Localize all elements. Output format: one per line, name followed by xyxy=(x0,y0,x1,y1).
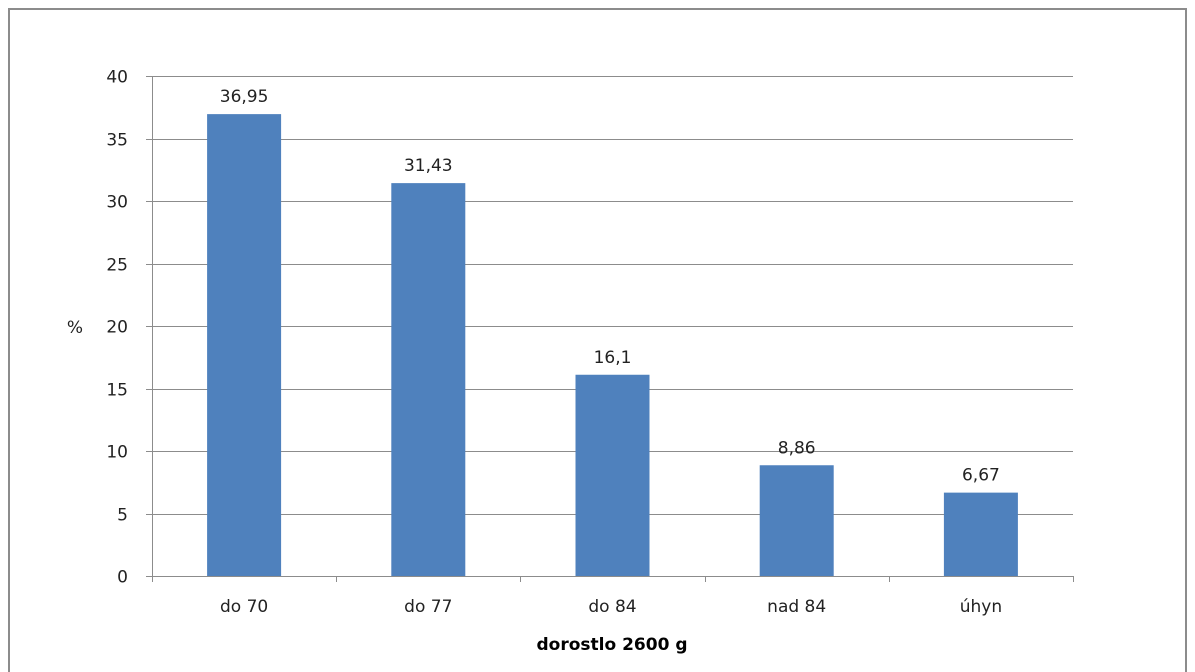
y-tick-label: 20 xyxy=(106,318,128,338)
y-tick-label: 35 xyxy=(106,131,128,151)
bar xyxy=(575,374,650,576)
y-tick-label: 40 xyxy=(106,68,128,88)
y-tick-label: 15 xyxy=(106,381,128,401)
y-tick-label: 25 xyxy=(106,256,128,276)
y-axis-label: % xyxy=(67,318,83,338)
x-tick-label: do 84 xyxy=(588,597,636,617)
y-tick-label: 30 xyxy=(106,193,128,213)
axes xyxy=(146,76,1074,582)
y-tick-label: 0 xyxy=(117,568,128,588)
x-tick-label: do 70 xyxy=(220,597,268,617)
bar xyxy=(943,492,1018,576)
data-labels: 36,95 31,43 16,1 8,86 6,67 xyxy=(220,87,1000,486)
data-label: 6,67 xyxy=(962,466,1000,486)
bars xyxy=(207,114,1018,576)
x-tick-label: nad 84 xyxy=(767,597,826,617)
tick-labels: 0 5 10 15 20 25 30 35 40 do 70 do 77 do 84 nad 84 úhy… xyxy=(106,68,1002,618)
data-label: 31,43 xyxy=(404,156,453,176)
data-label: 8,86 xyxy=(778,438,816,458)
y-tick-label: 5 xyxy=(117,506,128,526)
bar xyxy=(759,465,834,576)
bar xyxy=(391,183,466,576)
data-label: 36,95 xyxy=(220,87,269,107)
x-axis-label: dorostlo 2600 g xyxy=(537,635,688,655)
x-tick-label: do 77 xyxy=(404,597,452,617)
x-tick-label: úhyn xyxy=(960,597,1002,617)
data-label: 16,1 xyxy=(594,348,632,368)
bar xyxy=(207,114,282,576)
y-tick-label: 10 xyxy=(106,443,128,463)
